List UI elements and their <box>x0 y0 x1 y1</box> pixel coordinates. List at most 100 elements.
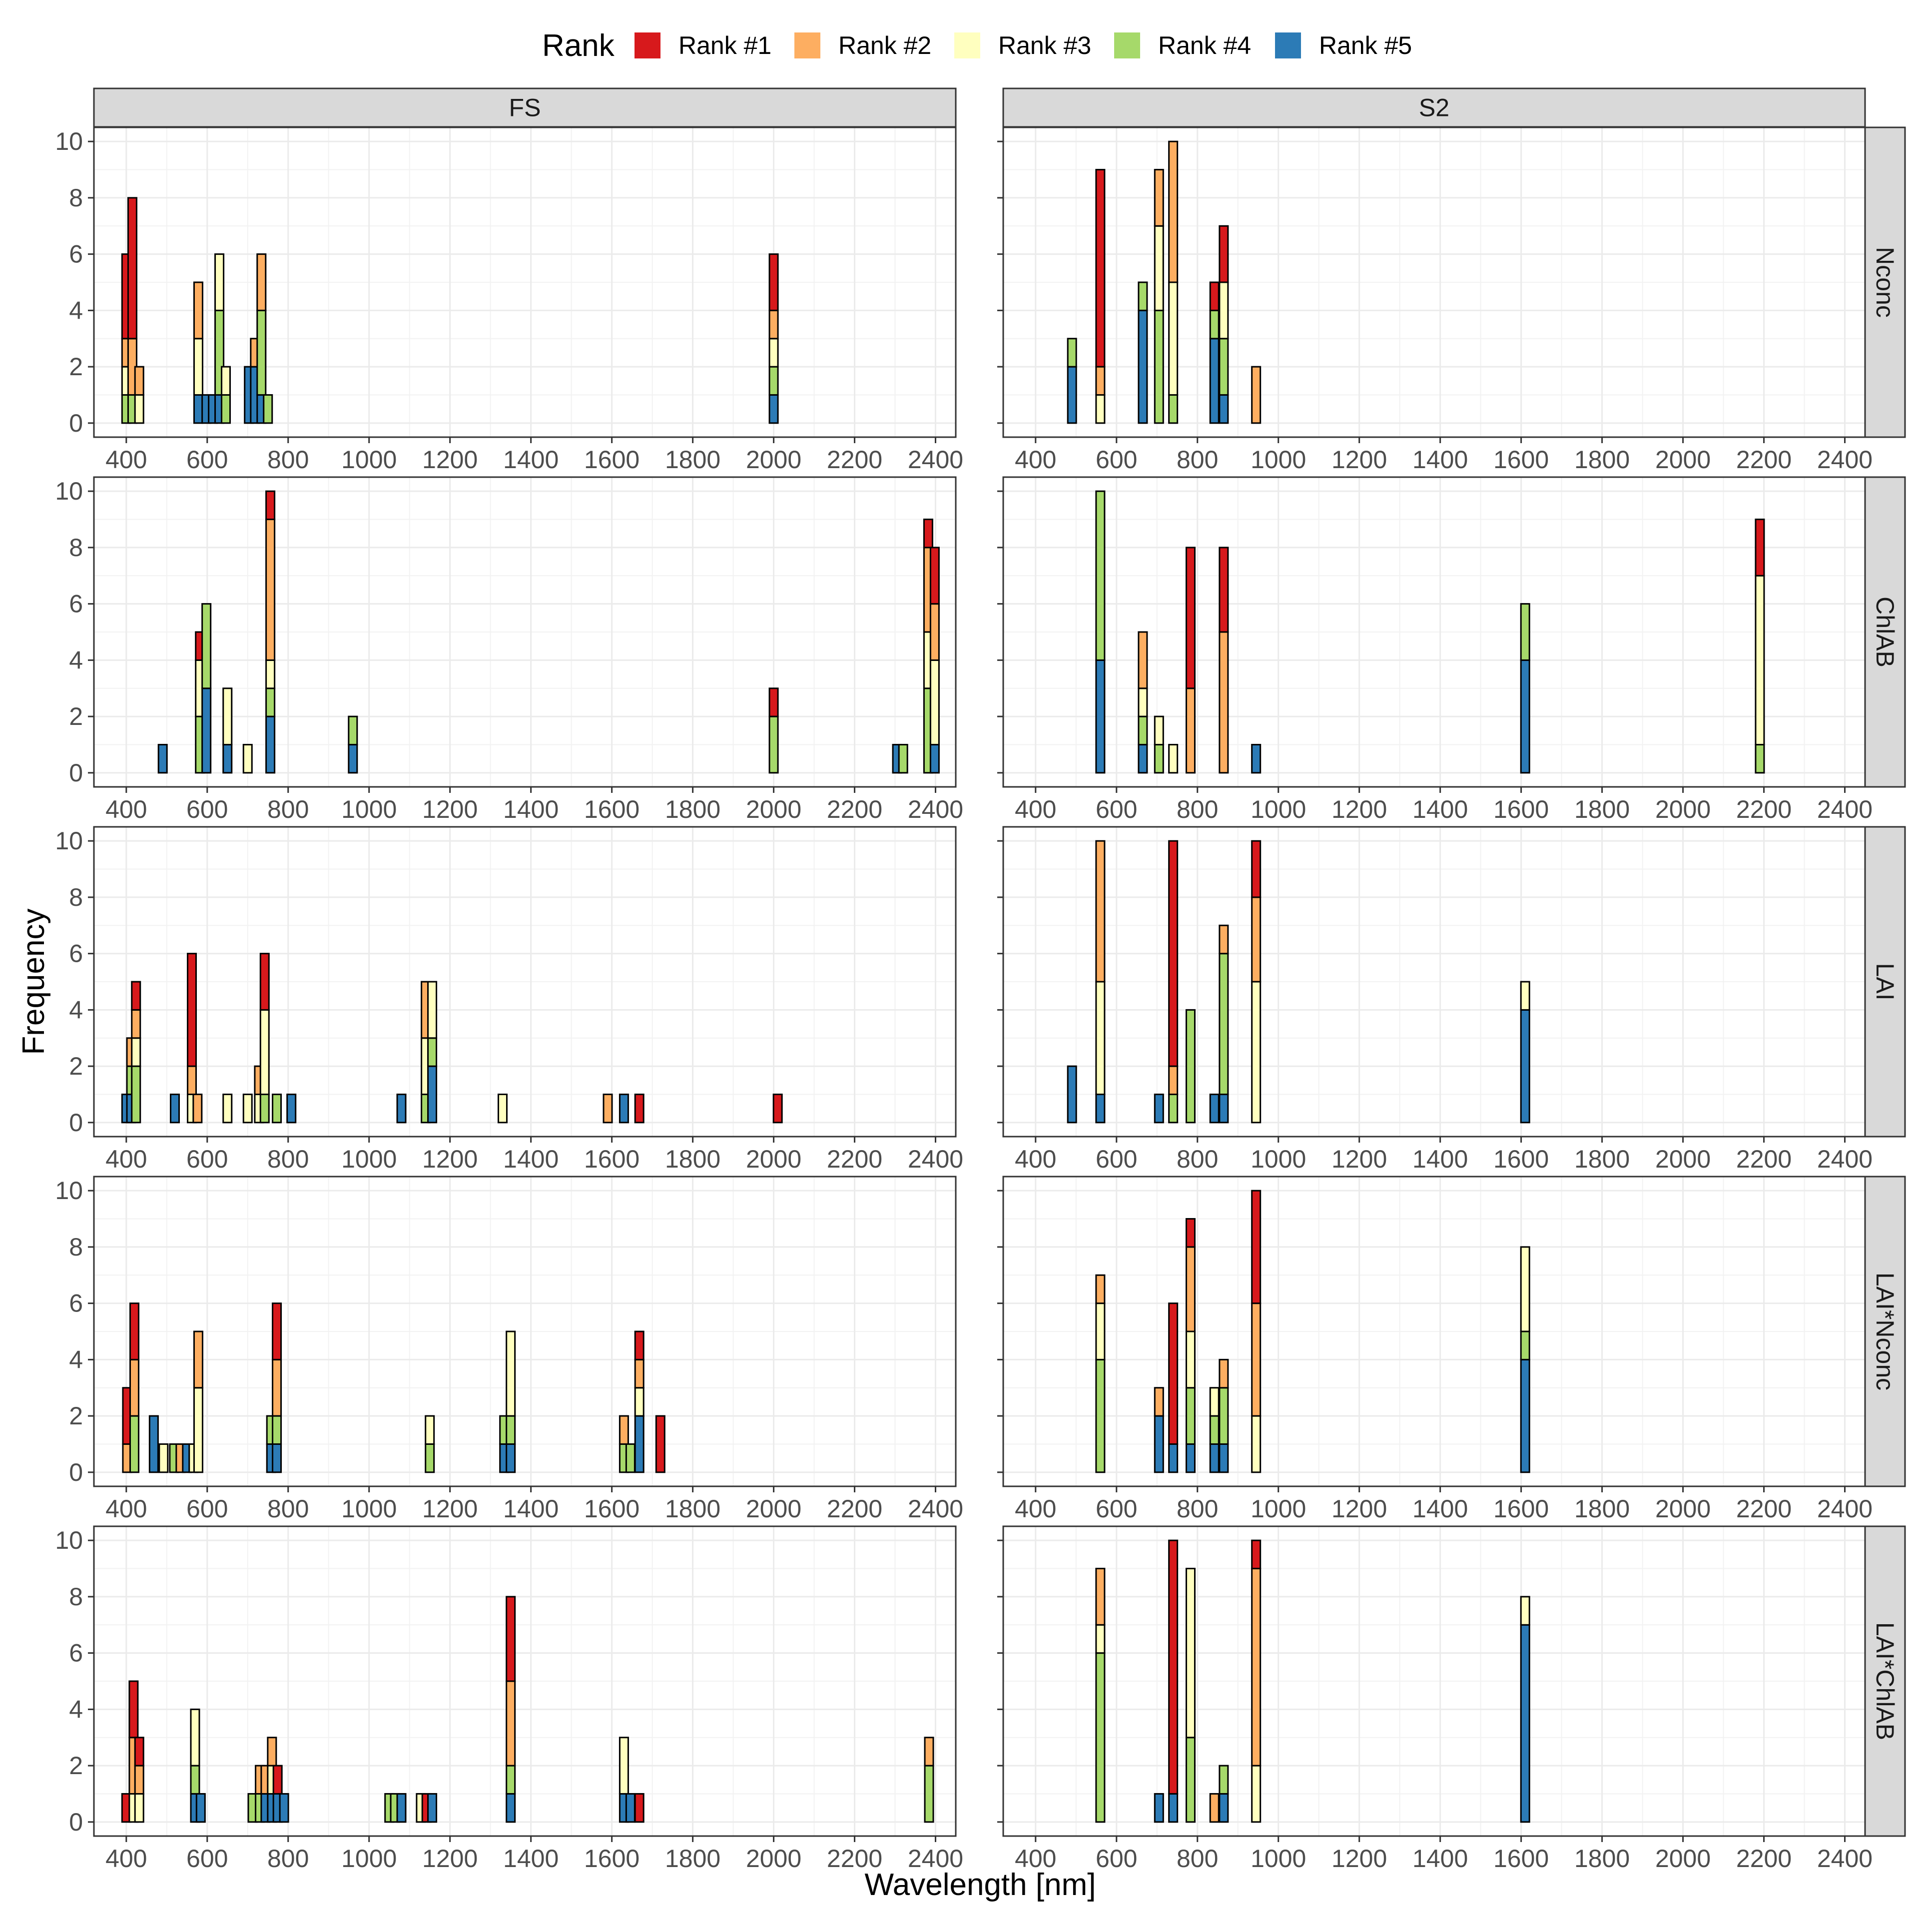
x-tick-label: 800 <box>267 1495 309 1523</box>
bar-segment-rank-5 <box>1219 1093 1229 1124</box>
bar-segment-rank-3 <box>1185 1568 1196 1739</box>
bar-segment-rank-4 <box>1209 309 1220 340</box>
y-tick-label: 6 <box>69 1639 83 1667</box>
bar-segment-rank-2 <box>768 309 779 340</box>
panel-fs-nconc: 400 600 800 1000 1200 1400 1600 1800 2000 2200 240… <box>55 126 963 474</box>
bar-segment-rank-1 <box>1168 1302 1179 1445</box>
bar-segment-rank-3 <box>1095 1302 1106 1360</box>
bar-segment-rank-3 <box>134 1793 144 1823</box>
x-tick-label: 400 <box>1015 1845 1056 1873</box>
bar-segment-rank-3 <box>1138 687 1148 717</box>
bar-segment-rank-2 <box>506 1680 516 1767</box>
x-tick-label: 1800 <box>1574 795 1630 823</box>
bar-segment-rank-3 <box>425 1415 435 1445</box>
column-strip-s2: S2 <box>1002 87 1866 128</box>
x-tick-label: 1200 <box>422 795 478 823</box>
row-strip-label: LAI <box>1871 963 1899 1000</box>
row-strip-chlab: ChlAB <box>1864 476 1906 788</box>
bar-stack <box>1154 1793 1164 1823</box>
bar-segment-rank-4 <box>1185 1009 1196 1124</box>
x-tick-label: 400 <box>105 1145 147 1173</box>
x-tick-label: 1000 <box>1251 795 1306 823</box>
bar-segment-rank-2 <box>1154 169 1164 227</box>
bar-segment-rank-4 <box>272 1093 282 1124</box>
row-strip-laixchlab: LAI*ChlAB <box>1864 1525 1906 1837</box>
y-tick-label: 0 <box>69 409 83 437</box>
bar-segment-rank-3 <box>1251 1415 1262 1473</box>
bar-segment-rank-2 <box>1095 840 1106 983</box>
x-tick-label: 1200 <box>422 1845 478 1873</box>
bar-segment-rank-1 <box>1219 547 1229 633</box>
bar-segment-rank-5 <box>148 1415 159 1473</box>
bar-segment-rank-4 <box>131 1065 141 1124</box>
bar-segment-rank-3 <box>190 1708 200 1767</box>
bar-segment-rank-1 <box>768 687 779 717</box>
y-tick-label: 2 <box>69 1402 83 1430</box>
bar-stack <box>768 253 779 424</box>
bar-segment-rank-5 <box>1251 743 1262 774</box>
panel-fs-chlab: 400 600 800 1000 1200 1400 1600 1800 2000 2200 240… <box>55 476 963 823</box>
bar-stack <box>286 1093 297 1124</box>
panel-s2-laixnconc: 400 600 800 1000 1200 1400 1600 1800 2000 2200 240… <box>997 1176 1873 1523</box>
bar-segment-rank-3 <box>1154 715 1164 745</box>
legend-key-rank-2 <box>794 32 820 58</box>
bar-segment-rank-2 <box>192 1093 203 1124</box>
bar-stack <box>1251 840 1262 1124</box>
x-tick-label: 1000 <box>1251 446 1306 474</box>
bar-segment-rank-4 <box>129 1415 139 1473</box>
bar-stack <box>263 394 273 424</box>
legend-key-rank-5 <box>1275 32 1301 58</box>
y-axis-title: Frequency <box>16 909 51 1055</box>
bar-segment-rank-4 <box>272 1415 282 1445</box>
bar-segment-rank-2 <box>256 253 267 311</box>
legend-title: Rank <box>542 28 615 63</box>
y-tick-label: 0 <box>69 759 83 787</box>
bar-stack <box>1154 1387 1164 1473</box>
bar-segment-rank-1 <box>1219 225 1229 283</box>
bar-segment-rank-1 <box>1168 840 1179 1067</box>
bar-stack <box>129 1302 139 1473</box>
x-tick-label: 1600 <box>1493 1845 1549 1873</box>
x-tick-label: 2000 <box>746 1145 801 1173</box>
y-tick-label: 4 <box>69 646 83 674</box>
bar-segment-rank-2 <box>129 1358 139 1417</box>
x-tick-label: 1600 <box>584 1845 640 1873</box>
x-tick-label: 800 <box>267 1845 309 1873</box>
bar-segment-rank-4 <box>506 1415 516 1445</box>
bar-segment-rank-3 <box>1251 981 1262 1124</box>
bar-segment-rank-1 <box>131 981 141 1011</box>
bar-segment-rank-5 <box>1067 366 1077 424</box>
x-tick-label: 1400 <box>503 446 559 474</box>
x-tick-label: 1200 <box>422 1495 478 1523</box>
column-strip-bg <box>93 87 957 128</box>
panel-border <box>1002 1525 1866 1837</box>
bar-stack <box>497 1093 508 1124</box>
x-tick-label: 400 <box>105 1495 147 1523</box>
legend-key-rank-3 <box>954 32 980 58</box>
x-axis-title: Wavelength [nm] <box>865 1868 1096 1902</box>
row-strip-laixnconc: LAI*Nconc <box>1864 1176 1906 1487</box>
bar-stack <box>222 1093 233 1124</box>
bar-segment-rank-5 <box>193 394 203 424</box>
x-tick-label: 2000 <box>746 795 801 823</box>
bar-stack <box>1168 840 1179 1124</box>
bar-stack <box>1154 715 1164 774</box>
x-tick-label: 1600 <box>584 1145 640 1173</box>
bar-stack <box>1209 1387 1220 1473</box>
x-tick-label: 2200 <box>1736 1845 1792 1873</box>
bar-segment-rank-2 <box>1095 1568 1106 1626</box>
bar-stack <box>1520 1596 1530 1823</box>
panel-border <box>93 1525 957 1837</box>
y-tick-label: 10 <box>55 1526 83 1554</box>
bar-segment-rank-3 <box>1095 981 1106 1095</box>
bar-segment-rank-2 <box>193 1330 203 1389</box>
x-tick-label: 400 <box>1015 1495 1056 1523</box>
x-tick-label: 400 <box>105 795 147 823</box>
bar-segment-rank-2 <box>924 1737 934 1767</box>
bar-segment-rank-2 <box>1251 1568 1262 1767</box>
x-tick-label: 800 <box>267 795 309 823</box>
bar-segment-rank-2 <box>1219 924 1229 955</box>
bar-stack <box>1185 1568 1196 1823</box>
